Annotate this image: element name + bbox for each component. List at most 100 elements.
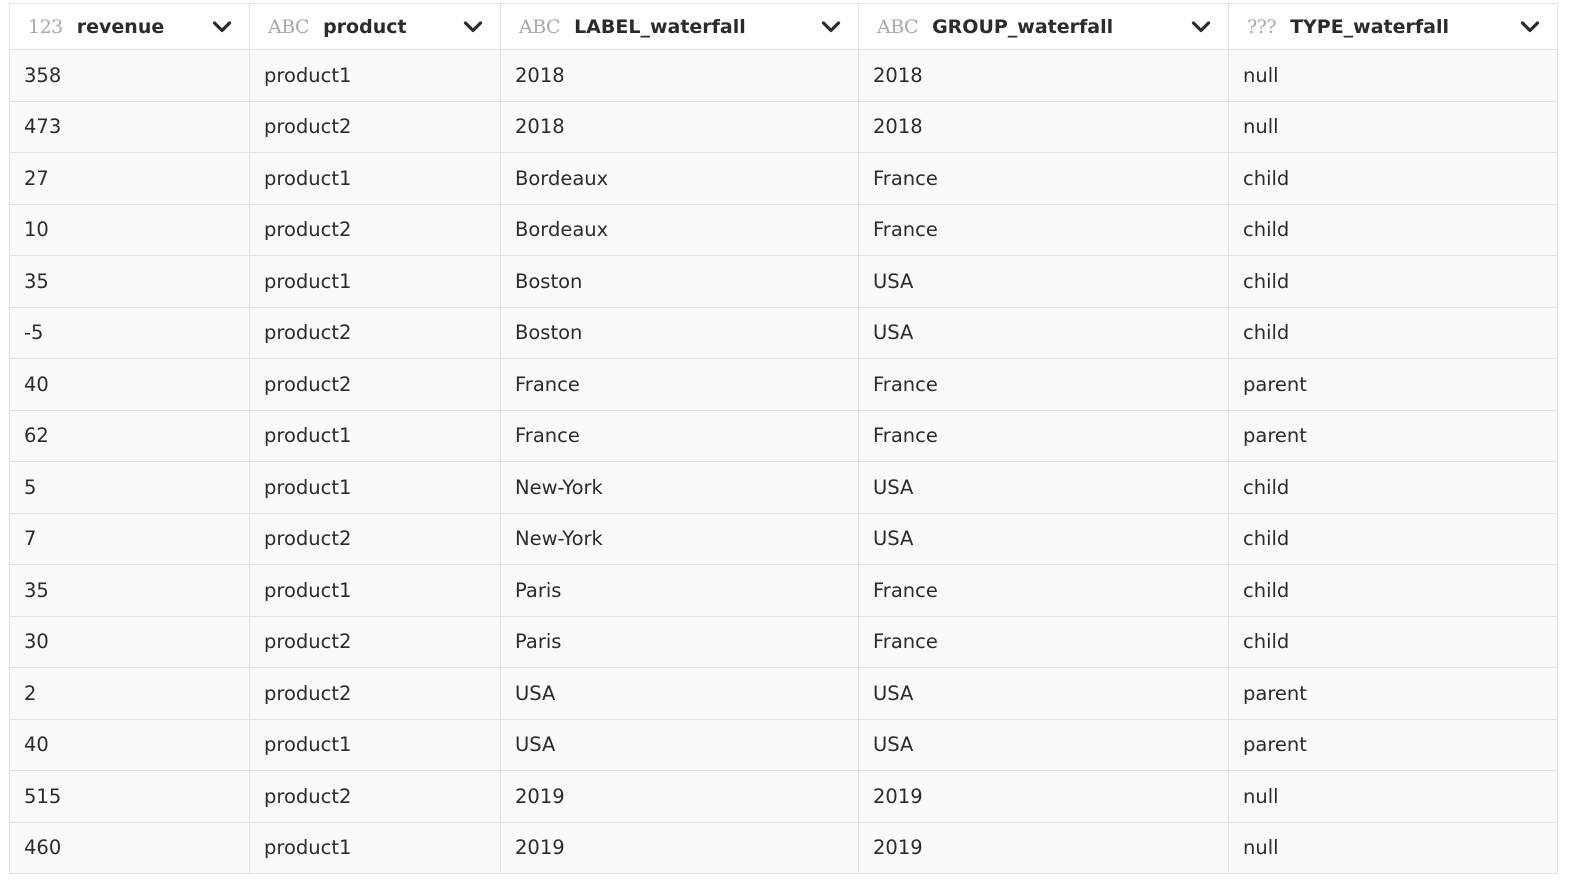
table-row: 27 product1 Bordeaux France child (9, 152, 1558, 205)
cell-product[interactable]: product1 (249, 255, 501, 308)
cell-product[interactable]: product1 (249, 461, 501, 514)
cell-LABEL_waterfall[interactable]: Bordeaux (500, 203, 859, 256)
cell-LABEL_waterfall[interactable]: Paris (500, 564, 859, 617)
cell-GROUP_waterfall[interactable]: 2019 (858, 821, 1229, 874)
cell-revenue[interactable]: 460 (9, 821, 250, 874)
cell-product[interactable]: product1 (249, 409, 501, 462)
chevron-down-icon[interactable] (1190, 16, 1212, 38)
cell-TYPE_waterfall[interactable]: child (1228, 512, 1558, 565)
cell-GROUP_waterfall[interactable]: France (858, 358, 1229, 411)
cell-revenue[interactable]: 62 (9, 409, 250, 462)
cell-revenue[interactable]: 10 (9, 203, 250, 256)
cell-TYPE_waterfall[interactable]: child (1228, 615, 1558, 668)
cell-TYPE_waterfall[interactable]: child (1228, 564, 1558, 617)
cell-GROUP_waterfall[interactable]: France (858, 152, 1229, 205)
cell-TYPE_waterfall[interactable]: child (1228, 255, 1558, 308)
cell-revenue[interactable]: 358 (9, 49, 250, 102)
cell-product[interactable]: product1 (249, 49, 501, 102)
cell-GROUP_waterfall[interactable]: 2019 (858, 770, 1229, 823)
cell-revenue[interactable]: 35 (9, 255, 250, 308)
column-header-2[interactable]: ABC LABEL_waterfall (500, 3, 859, 50)
cell-LABEL_waterfall[interactable]: France (500, 409, 859, 462)
cell-revenue[interactable]: 7 (9, 512, 250, 565)
cell-LABEL_waterfall[interactable]: USA (500, 667, 859, 720)
cell-revenue[interactable]: 515 (9, 770, 250, 823)
cell-TYPE_waterfall[interactable]: null (1228, 100, 1558, 153)
cell-LABEL_waterfall[interactable]: 2019 (500, 821, 859, 874)
cell-product[interactable]: product2 (249, 358, 501, 411)
cell-revenue[interactable]: 40 (9, 358, 250, 411)
cell-TYPE_waterfall[interactable]: null (1228, 49, 1558, 102)
cell-LABEL_waterfall[interactable]: New-York (500, 512, 859, 565)
cell-revenue[interactable]: 35 (9, 564, 250, 617)
cell-GROUP_waterfall[interactable]: 2018 (858, 49, 1229, 102)
cell-revenue[interactable]: 40 (9, 718, 250, 771)
cell-LABEL_waterfall[interactable]: France (500, 358, 859, 411)
column-header-4[interactable]: ??? TYPE_waterfall (1228, 3, 1558, 50)
cell-product[interactable]: product2 (249, 100, 501, 153)
cell-product[interactable]: product2 (249, 203, 501, 256)
cell-TYPE_waterfall[interactable]: null (1228, 770, 1558, 823)
cell-product[interactable]: product1 (249, 152, 501, 205)
cell-product[interactable]: product1 (249, 821, 501, 874)
column-header-content: ??? TYPE_waterfall (1247, 5, 1541, 49)
chevron-down-icon[interactable] (1519, 16, 1541, 38)
cell-GROUP_waterfall[interactable]: USA (858, 718, 1229, 771)
cell-LABEL_waterfall[interactable]: Bordeaux (500, 152, 859, 205)
cell-TYPE_waterfall[interactable]: child (1228, 306, 1558, 359)
cell-GROUP_waterfall[interactable]: USA (858, 512, 1229, 565)
table-row: 2 product2 USA USA parent (9, 667, 1558, 720)
cell-GROUP_waterfall[interactable]: USA (858, 255, 1229, 308)
table-row: 7 product2 New-York USA child (9, 512, 1558, 565)
cell-GROUP_waterfall[interactable]: France (858, 409, 1229, 462)
cell-product[interactable]: product1 (249, 564, 501, 617)
cell-TYPE_waterfall[interactable]: parent (1228, 718, 1558, 771)
cell-TYPE_waterfall[interactable]: parent (1228, 667, 1558, 720)
table-row: 62 product1 France France parent (9, 409, 1558, 462)
cell-LABEL_waterfall[interactable]: 2018 (500, 49, 859, 102)
cell-LABEL_waterfall[interactable]: 2019 (500, 770, 859, 823)
cell-TYPE_waterfall[interactable]: child (1228, 203, 1558, 256)
cell-LABEL_waterfall[interactable]: Boston (500, 255, 859, 308)
chevron-down-icon[interactable] (211, 16, 233, 38)
cell-GROUP_waterfall[interactable]: 2018 (858, 100, 1229, 153)
cell-revenue[interactable]: 30 (9, 615, 250, 668)
cell-product[interactable]: product2 (249, 306, 501, 359)
cell-TYPE_waterfall[interactable]: parent (1228, 409, 1558, 462)
column-header-3[interactable]: ABC GROUP_waterfall (858, 3, 1229, 50)
cell-revenue[interactable]: 27 (9, 152, 250, 205)
table-row: 40 product1 USA USA parent (9, 718, 1558, 771)
cell-revenue[interactable]: 5 (9, 461, 250, 514)
cell-LABEL_waterfall[interactable]: New-York (500, 461, 859, 514)
cell-product[interactable]: product2 (249, 770, 501, 823)
cell-LABEL_waterfall[interactable]: 2018 (500, 100, 859, 153)
cell-revenue[interactable]: 473 (9, 100, 250, 153)
column-header-content: 123 revenue (28, 5, 233, 49)
cell-GROUP_waterfall[interactable]: France (858, 203, 1229, 256)
table-row: 35 product1 Paris France child (9, 564, 1558, 617)
cell-LABEL_waterfall[interactable]: Boston (500, 306, 859, 359)
cell-product[interactable]: product1 (249, 718, 501, 771)
cell-GROUP_waterfall[interactable]: France (858, 615, 1229, 668)
cell-LABEL_waterfall[interactable]: Paris (500, 615, 859, 668)
cell-GROUP_waterfall[interactable]: USA (858, 667, 1229, 720)
chevron-down-icon[interactable] (820, 16, 842, 38)
cell-TYPE_waterfall[interactable]: child (1228, 461, 1558, 514)
cell-TYPE_waterfall[interactable]: null (1228, 821, 1558, 874)
cell-revenue[interactable]: -5 (9, 306, 250, 359)
cell-revenue[interactable]: 2 (9, 667, 250, 720)
table-row: 40 product2 France France parent (9, 358, 1558, 411)
table-row: 460 product1 2019 2019 null (9, 821, 1558, 874)
cell-product[interactable]: product2 (249, 667, 501, 720)
cell-product[interactable]: product2 (249, 615, 501, 668)
cell-product[interactable]: product2 (249, 512, 501, 565)
column-header-0[interactable]: 123 revenue (9, 3, 250, 50)
chevron-down-icon[interactable] (462, 16, 484, 38)
cell-GROUP_waterfall[interactable]: France (858, 564, 1229, 617)
cell-GROUP_waterfall[interactable]: USA (858, 306, 1229, 359)
cell-TYPE_waterfall[interactable]: parent (1228, 358, 1558, 411)
column-header-1[interactable]: ABC product (249, 3, 501, 50)
cell-LABEL_waterfall[interactable]: USA (500, 718, 859, 771)
cell-TYPE_waterfall[interactable]: child (1228, 152, 1558, 205)
cell-GROUP_waterfall[interactable]: USA (858, 461, 1229, 514)
